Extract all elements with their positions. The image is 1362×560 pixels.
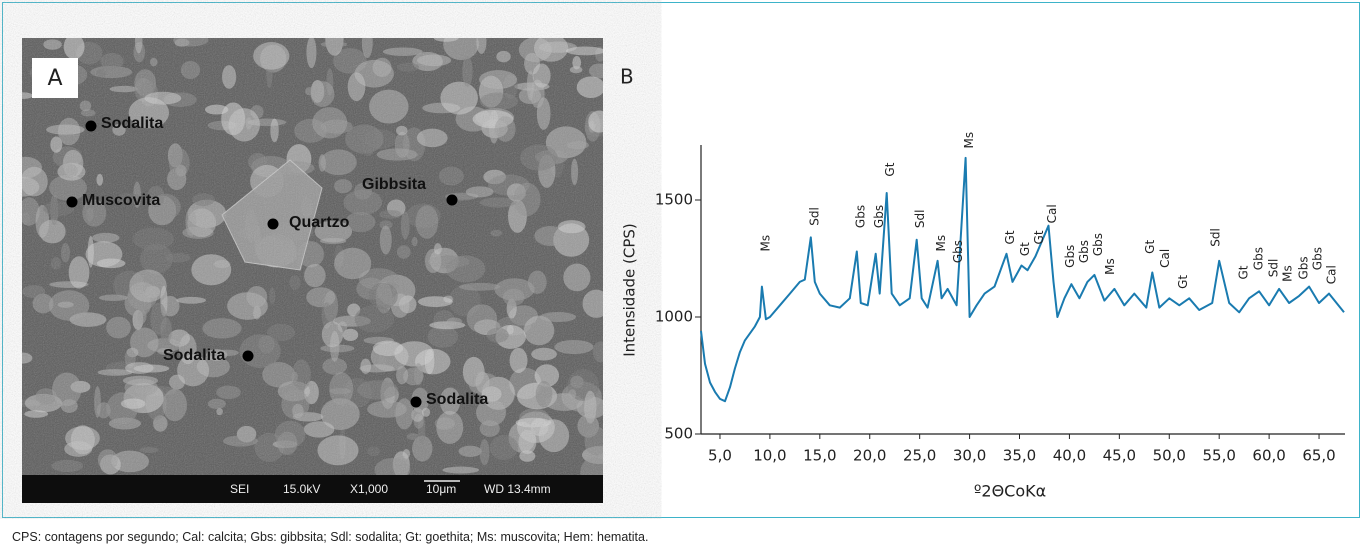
peak-label: Ms (1281, 265, 1295, 282)
x-tick-label: 15,0 (803, 447, 836, 465)
marker-dot (86, 121, 97, 132)
x-tick-label: 40,0 (1053, 447, 1086, 465)
x-tick-label: 65,0 (1302, 447, 1335, 465)
sem-info-text: SEI (230, 482, 249, 496)
mineral-label: Muscovita (82, 192, 160, 209)
x-tick-label: 25,0 (903, 447, 936, 465)
peak-label: Cal (1158, 249, 1172, 268)
peak-label: Ms (962, 132, 976, 149)
marker-dot (243, 351, 254, 362)
page: A Sodalita Muscovita Quartzo Gibbsita So… (0, 0, 1362, 560)
peak-label: Gbs (951, 240, 965, 263)
peak-label: Gbs (1063, 245, 1077, 268)
peak-label: Gt (1237, 265, 1251, 279)
peak-label: Cal (1045, 204, 1059, 223)
sem-info-text: 15.0kV (283, 482, 320, 496)
peak-label: Ms (934, 235, 948, 252)
x-tick-label: 45,0 (1103, 447, 1136, 465)
mineral-label: Sodalita (426, 391, 488, 408)
peak-label: Gt (1003, 230, 1017, 244)
x-tick-label: 50,0 (1153, 447, 1186, 465)
panel-label: B (620, 65, 634, 89)
x-tick-label: 30,0 (953, 447, 986, 465)
y-tick-label: 1000 (655, 307, 693, 325)
marker-dot (447, 195, 458, 206)
peak-label: Gt (1176, 275, 1190, 289)
sem-info-text: WD 13.4mm (484, 482, 551, 496)
x-tick-label: 35,0 (1003, 447, 1036, 465)
y-tick-label: 500 (664, 425, 693, 443)
x-tick-label: 60,0 (1252, 447, 1285, 465)
y-tick-label: 1500 (655, 190, 693, 208)
peak-label: Gbs (872, 205, 886, 228)
mineral-label: Sodalita (163, 347, 225, 364)
sem-grain (22, 38, 603, 475)
marker-dot (67, 197, 78, 208)
peak-label: Gbs (1252, 247, 1266, 270)
peak-label: Gt (1018, 242, 1032, 256)
peak-label: Ms (1103, 258, 1117, 275)
mineral-label: Gibbsita (362, 176, 426, 193)
mineral-label: Quartzo (289, 214, 350, 231)
x-tick-label: 10,0 (753, 447, 786, 465)
marker-dot (411, 397, 422, 408)
peak-label: Sdl (1209, 228, 1223, 247)
y-axis-title: Intensidade (CPS) (621, 223, 639, 357)
peak-label: Gbs (1091, 233, 1105, 256)
figure: A Sodalita Muscovita Quartzo Gibbsita So… (0, 0, 1362, 520)
peak-label: Sdl (807, 207, 821, 226)
peak-label: Gbs (853, 205, 867, 228)
x-tick-label: 20,0 (853, 447, 886, 465)
peak-label: Gbs (1297, 256, 1311, 279)
peak-label: Gt (1143, 240, 1157, 254)
peak-label: Gbs (1077, 240, 1091, 263)
x-tick-label: 55,0 (1202, 447, 1235, 465)
peak-label: Gt (883, 162, 897, 176)
peak-label: Sdl (913, 209, 927, 228)
caption: CPS: contagens por segundo; Cal: calcita… (12, 530, 648, 544)
mineral-label: Sodalita (101, 115, 163, 132)
sem-info-text: 10μm (426, 482, 456, 496)
peak-label: Sdl (1267, 259, 1281, 278)
peak-label: Gt (1032, 230, 1046, 244)
panel-label: A (47, 66, 62, 91)
sem-info-text: X1,000 (350, 482, 388, 496)
peak-label: Gbs (1311, 247, 1325, 270)
peak-label: Ms (758, 235, 772, 252)
peak-label: Cal (1325, 265, 1339, 284)
x-tick-label: 5,0 (708, 447, 732, 465)
marker-dot (268, 219, 279, 230)
x-axis-title: º2ΘCoKα (974, 482, 1046, 501)
